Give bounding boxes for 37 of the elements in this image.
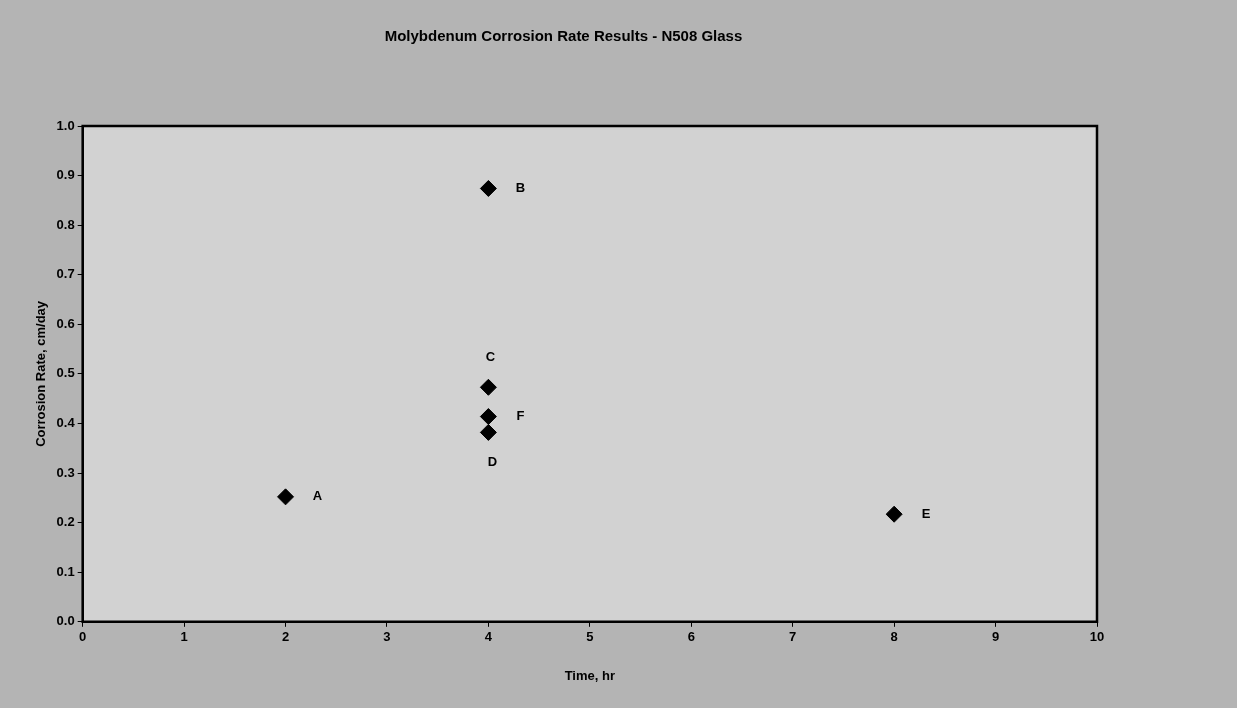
annotation: F bbox=[516, 408, 525, 424]
x-tick-label: 6 bbox=[687, 629, 695, 645]
x-tick-label: 9 bbox=[991, 629, 1000, 645]
x-axis-title: Time, hr bbox=[564, 667, 616, 683]
y-axis-title: Corrosion Rate, cm/day bbox=[33, 300, 49, 447]
annotation: D bbox=[487, 453, 498, 469]
y-tick-label: 0.5 bbox=[56, 365, 75, 381]
y-tick-label: 1.0 bbox=[56, 117, 75, 133]
x-tick-label: 2 bbox=[281, 629, 290, 645]
y-tick-label: 0.4 bbox=[56, 415, 76, 431]
y-tick-label: 0.6 bbox=[56, 315, 75, 331]
x-tick-label: 5 bbox=[586, 629, 594, 645]
y-tick-label: 0.0 bbox=[56, 613, 75, 629]
annotation: E bbox=[921, 505, 931, 521]
x-tick-label: 3 bbox=[383, 629, 391, 645]
x-tick-label: 8 bbox=[890, 629, 898, 645]
x-tick-label: 0 bbox=[79, 629, 87, 645]
point bbox=[479, 179, 497, 197]
x-tick-label: 1 bbox=[180, 629, 188, 645]
point bbox=[885, 505, 903, 523]
x-tick-label: 4 bbox=[484, 629, 493, 645]
point bbox=[479, 378, 497, 396]
y-tick-label: 0.1 bbox=[56, 563, 75, 579]
annotation: A bbox=[312, 488, 323, 504]
chart-title: Molybdenum Corrosion Rate Results - N508 Glass bbox=[384, 27, 743, 45]
point bbox=[479, 408, 497, 426]
annotation: B bbox=[515, 180, 526, 196]
y-tick-label: 0.8 bbox=[56, 216, 75, 232]
y-tick-label: 0.2 bbox=[56, 514, 75, 530]
x-tick-label: 10 bbox=[1089, 629, 1105, 645]
x-tick-label: 7 bbox=[789, 629, 797, 645]
point bbox=[479, 423, 497, 441]
annotation: C bbox=[485, 348, 496, 364]
y-tick-label: 0.9 bbox=[56, 167, 75, 183]
y-tick-label: 0.3 bbox=[56, 464, 75, 480]
y-tick-label: 0.7 bbox=[56, 266, 75, 282]
point bbox=[277, 488, 295, 506]
